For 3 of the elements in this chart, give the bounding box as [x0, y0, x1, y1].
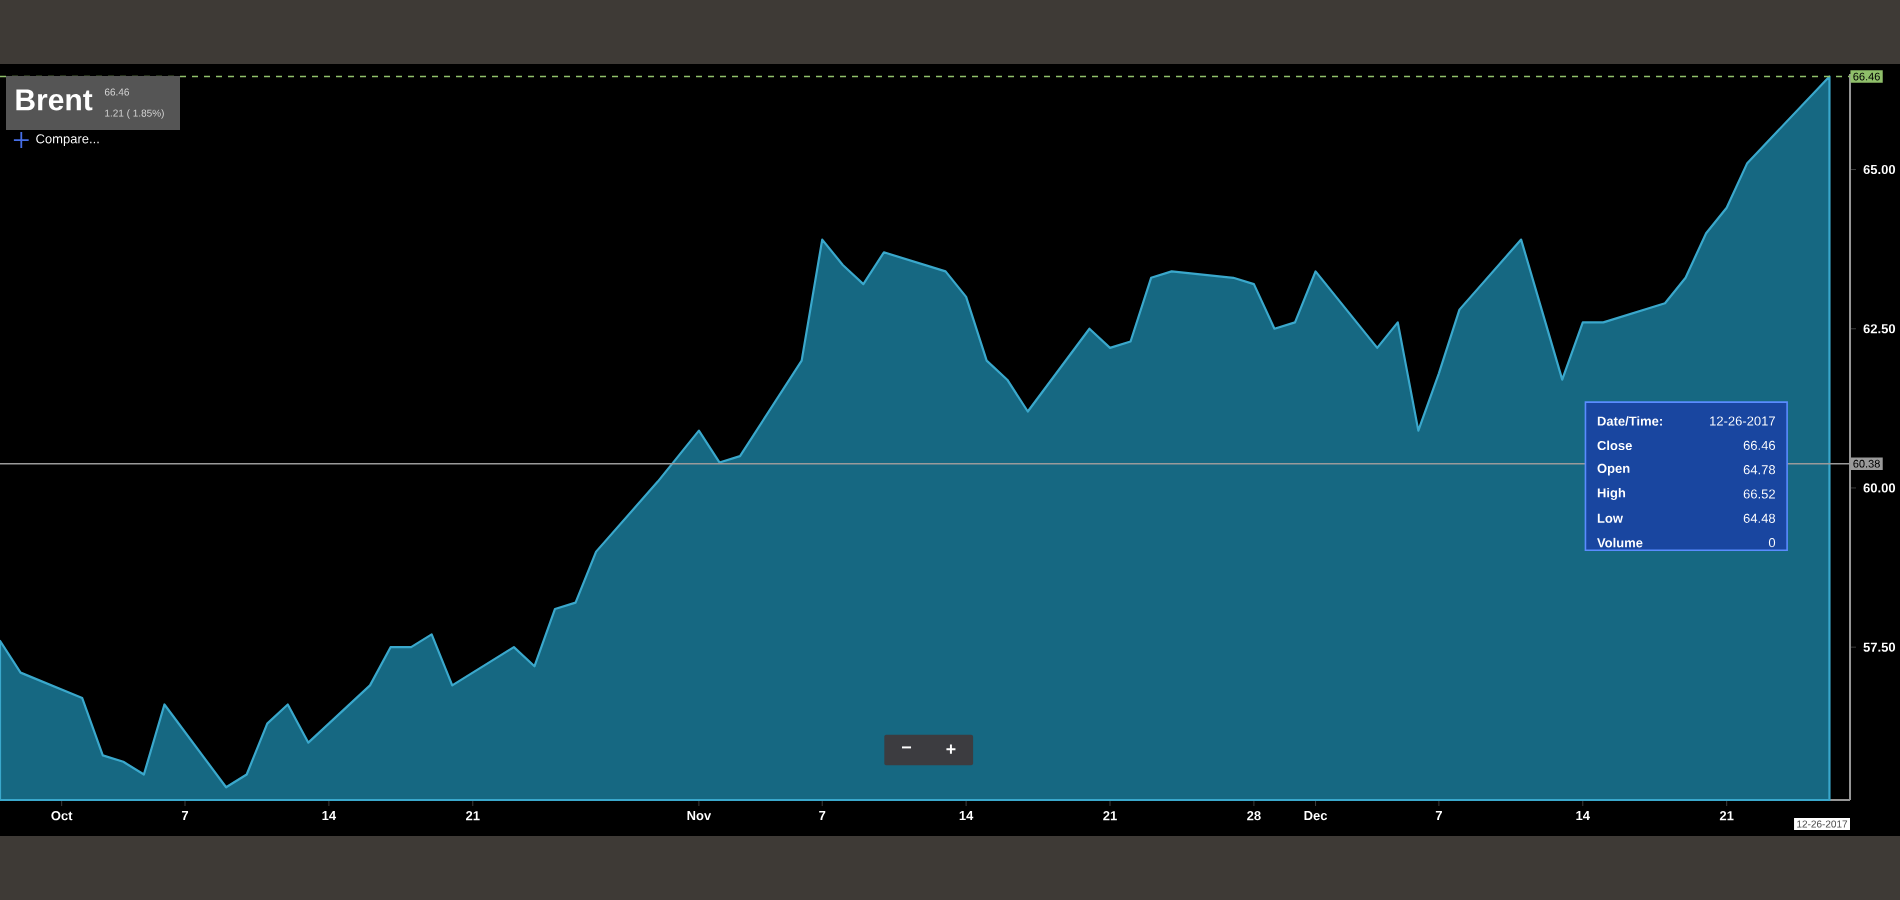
- chart-title: Brent: [16, 89, 93, 111]
- annotation: +: [946, 744, 956, 754]
- annotation: −: [902, 746, 912, 749]
